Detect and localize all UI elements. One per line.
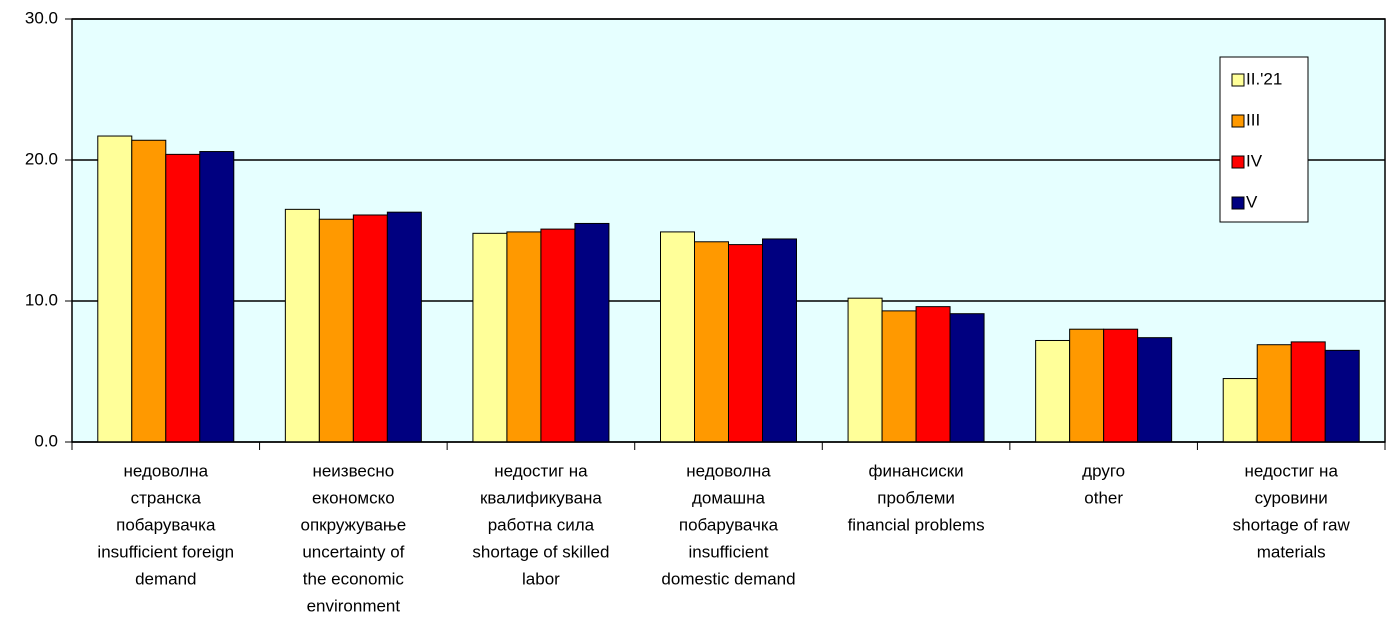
x-tick-label: shortage of raw bbox=[1233, 515, 1351, 534]
bar bbox=[1290, 341, 1326, 443]
bar bbox=[915, 306, 951, 443]
x-tick-label: labor bbox=[522, 569, 560, 588]
x-tick-label: економско bbox=[312, 488, 395, 507]
y-tick-label: 30.0 bbox=[25, 8, 58, 27]
legend-swatch bbox=[1231, 155, 1245, 169]
bar bbox=[728, 244, 763, 443]
bar bbox=[97, 135, 133, 443]
bar bbox=[318, 218, 354, 443]
x-tick-label: uncertainty of bbox=[302, 542, 404, 561]
x-tick-label: materials bbox=[1257, 542, 1326, 561]
x-tick-label: недостиг на bbox=[494, 461, 588, 480]
x-tick-label: неизвесно bbox=[312, 461, 394, 480]
bar bbox=[762, 238, 797, 443]
bar bbox=[847, 297, 883, 443]
x-tick-label: insufficient bbox=[688, 542, 768, 561]
x-tick-label: demand bbox=[135, 569, 196, 588]
x-tick-label: побарувачка bbox=[116, 515, 216, 534]
bar bbox=[1324, 349, 1360, 443]
bar bbox=[1137, 337, 1173, 443]
x-tick-label: странска bbox=[131, 488, 202, 507]
x-tick-label: квалификувана bbox=[480, 488, 602, 507]
bar bbox=[506, 231, 542, 443]
bar bbox=[574, 222, 610, 443]
x-tick-label: суровини bbox=[1255, 488, 1328, 507]
x-tick-label: domestic demand bbox=[661, 569, 795, 588]
bar bbox=[1069, 328, 1105, 443]
x-tick-label: недостиг на bbox=[1245, 461, 1339, 480]
x-tick-label: опкружување bbox=[301, 515, 407, 534]
x-tick-label: недоволна bbox=[124, 461, 209, 480]
bar bbox=[284, 208, 320, 443]
legend-label: III bbox=[1246, 110, 1260, 129]
legend-swatch bbox=[1231, 73, 1245, 87]
plot-border bbox=[71, 18, 1386, 443]
bar bbox=[1103, 328, 1139, 443]
bar bbox=[352, 214, 388, 443]
bar bbox=[472, 232, 508, 443]
x-tick-label: проблеми bbox=[877, 488, 955, 507]
bar bbox=[1035, 339, 1071, 443]
bar bbox=[660, 231, 695, 443]
bar bbox=[131, 139, 167, 443]
bar bbox=[1256, 344, 1292, 443]
bar bbox=[165, 153, 201, 443]
x-tick-label: друго bbox=[1082, 461, 1125, 480]
bar bbox=[540, 228, 576, 443]
x-tick-label: финансиски bbox=[868, 461, 963, 480]
bar bbox=[694, 241, 729, 443]
x-tick-label: недоволна bbox=[686, 461, 771, 480]
x-tick-label: побарувачка bbox=[679, 515, 779, 534]
y-tick-label: 10.0 bbox=[25, 290, 58, 309]
x-tick-label: the economic bbox=[303, 569, 405, 588]
x-tick-label: environment bbox=[307, 596, 401, 615]
bar bbox=[386, 211, 422, 443]
x-tick-label: работна сила bbox=[488, 515, 595, 534]
bar bbox=[881, 310, 917, 443]
bar bbox=[949, 313, 985, 443]
bar bbox=[1222, 378, 1258, 443]
legend-label: IV bbox=[1246, 151, 1263, 170]
x-tick-label: insufficient foreign bbox=[97, 542, 234, 561]
x-tick-label: financial problems bbox=[848, 515, 985, 534]
legend-swatch bbox=[1231, 196, 1245, 210]
x-tick-label: домашна bbox=[692, 488, 766, 507]
y-tick-label: 0.0 bbox=[34, 431, 58, 450]
y-tick-label: 20.0 bbox=[25, 149, 58, 168]
bar bbox=[199, 151, 235, 443]
legend-label: II.'21 bbox=[1246, 69, 1282, 88]
x-tick-label: shortage of skilled bbox=[472, 542, 609, 561]
x-tick-label: other bbox=[1084, 488, 1123, 507]
legend-label: V bbox=[1246, 192, 1258, 211]
legend-swatch bbox=[1231, 114, 1245, 128]
